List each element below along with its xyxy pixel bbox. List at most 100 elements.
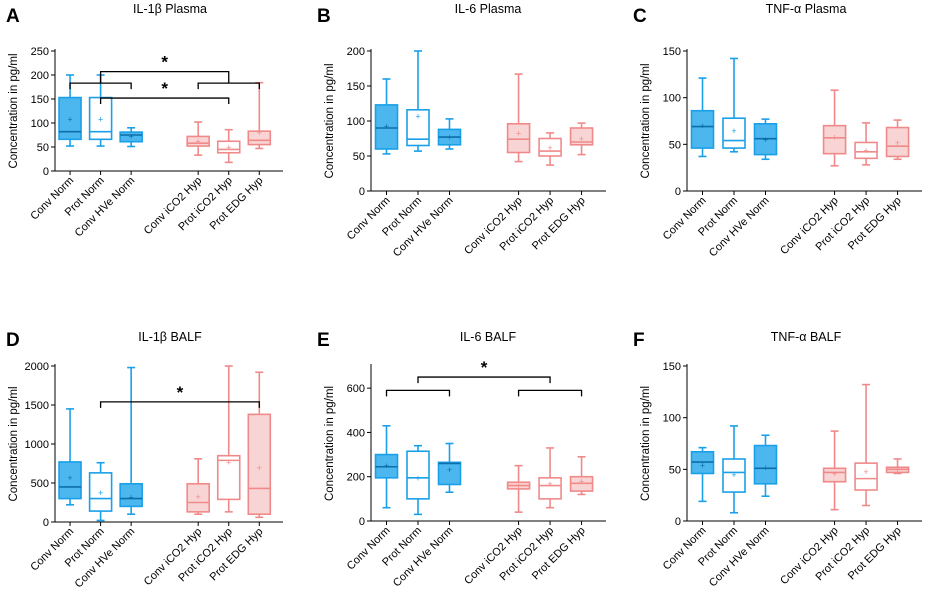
significance-star: * (161, 79, 168, 98)
box-1: + (88, 461, 113, 522)
y-tick-label: 250 (31, 46, 49, 58)
mean-marker: + (731, 126, 736, 136)
mean-marker: + (832, 132, 837, 142)
box-1: + (406, 444, 430, 516)
panel-a: A IL-1β Plasma Concentration in pg/ml 0 50 10… (6, 2, 283, 239)
panel-f: F TNF-α BALF Concentration in pg/ml 0 50 100 1… (633, 330, 922, 589)
mean-marker: + (547, 479, 552, 489)
significance-star: * (481, 358, 488, 377)
y-tick-label: 400 (347, 427, 365, 439)
y-tick-label: 200 (347, 472, 365, 484)
y-tick-label: 50 (669, 464, 681, 476)
box-2: + (437, 442, 462, 494)
iqr-box (216, 454, 241, 501)
significance-bracket: * (99, 383, 260, 408)
iqr-box (58, 96, 82, 141)
panel-e: E IL-6 BALF Concentration in pg/ml 0 200 400 6… (317, 330, 606, 589)
mean-marker: + (196, 137, 201, 147)
box-5: + (569, 122, 594, 156)
mean-marker: + (415, 112, 420, 122)
iqr-box (186, 135, 210, 147)
significance-bracket: * (69, 53, 260, 90)
panel-b: B IL-6 Plasma Concentration in pg/ml 0 50 100… (317, 2, 606, 259)
mean-marker: + (731, 470, 736, 480)
y-axis-label: Concentration in pg/ml (324, 63, 336, 178)
y-tick-label: 50 (37, 142, 49, 154)
x-tick-label: Conv HVe Norm (707, 525, 772, 590)
mean-marker: + (67, 115, 72, 125)
y-tick-label: 200 (347, 46, 365, 58)
box-2: + (119, 127, 143, 148)
panel-letter: A (6, 6, 20, 27)
box-1: + (722, 425, 746, 514)
box-0: + (58, 408, 82, 506)
y-tick-label: 100 (663, 413, 681, 425)
panel-title: TNF-α Plasma (766, 2, 847, 16)
bracket-right-group (197, 82, 260, 90)
mean-marker: + (196, 492, 201, 502)
x-tick-label: Prot iCO2 Hyp (176, 175, 235, 234)
iqr-box (690, 109, 715, 149)
bracket-line (385, 389, 451, 397)
y-tick-label: 1000 (25, 439, 49, 451)
box-3: + (822, 430, 847, 511)
mean-marker: + (547, 143, 552, 153)
box-4: + (216, 128, 241, 164)
x-tick-label: Prot EDG Hyp (208, 526, 266, 584)
iqr-box (216, 140, 241, 154)
y-tick-label: 2000 (25, 361, 49, 373)
mean-marker: + (863, 145, 868, 155)
box-4: + (538, 132, 562, 166)
box-4: + (854, 122, 878, 166)
mean-marker: + (415, 473, 420, 483)
mean-marker: + (700, 121, 705, 131)
x-tick-label: Conv HVe Norm (391, 525, 456, 590)
significance-star: * (177, 383, 184, 402)
y-tick-label: 0 (43, 166, 49, 178)
iqr-box (406, 450, 430, 500)
mean-marker: + (895, 138, 900, 148)
mean-marker: + (579, 134, 584, 144)
iqr-box (58, 461, 82, 500)
iqr-box (538, 477, 562, 500)
box-1: + (88, 74, 113, 147)
y-tick-label: 50 (669, 139, 681, 151)
mean-marker: + (226, 143, 231, 153)
iqr-box (119, 131, 143, 143)
bracket-join (99, 70, 230, 84)
box-0: + (374, 424, 399, 509)
x-tick-label: Prot iCO2 Hyp (176, 526, 235, 585)
mean-marker: + (129, 493, 134, 503)
panel-letter: F (633, 330, 645, 351)
box-0: + (374, 78, 399, 155)
box-1: + (722, 57, 746, 153)
panel-c: C TNF-α Plasma Concentration in pg/ml 0 50 10… (633, 2, 922, 259)
y-tick-label: 50 (353, 151, 365, 163)
iqr-box (406, 109, 430, 147)
iqr-box (88, 472, 113, 512)
bracket-line (99, 97, 230, 105)
box-5: + (247, 81, 272, 150)
mean-marker: + (98, 115, 103, 125)
y-axis-label: Concentration in pg/ml (640, 386, 652, 501)
iqr-box (854, 462, 878, 491)
box-3: + (186, 121, 210, 156)
y-tick-label: 0 (359, 186, 365, 198)
box-2: + (753, 118, 778, 161)
box-4: + (216, 365, 241, 513)
box-3: + (186, 458, 210, 516)
box-5: + (885, 119, 910, 161)
box-2: + (437, 118, 462, 150)
mean-marker: + (700, 461, 705, 471)
iqr-box (119, 482, 143, 508)
iqr-box (885, 126, 910, 158)
bracket-line (417, 376, 551, 384)
significance-bracket: * (99, 79, 230, 105)
panel-d: D IL-1β BALF Concentration in pg/ml 0 500 100… (6, 330, 283, 590)
iqr-box (506, 123, 531, 154)
iqr-box (722, 458, 746, 493)
y-tick-label: 0 (675, 516, 681, 528)
iqr-box (822, 124, 847, 155)
y-tick-label: 150 (31, 94, 49, 106)
